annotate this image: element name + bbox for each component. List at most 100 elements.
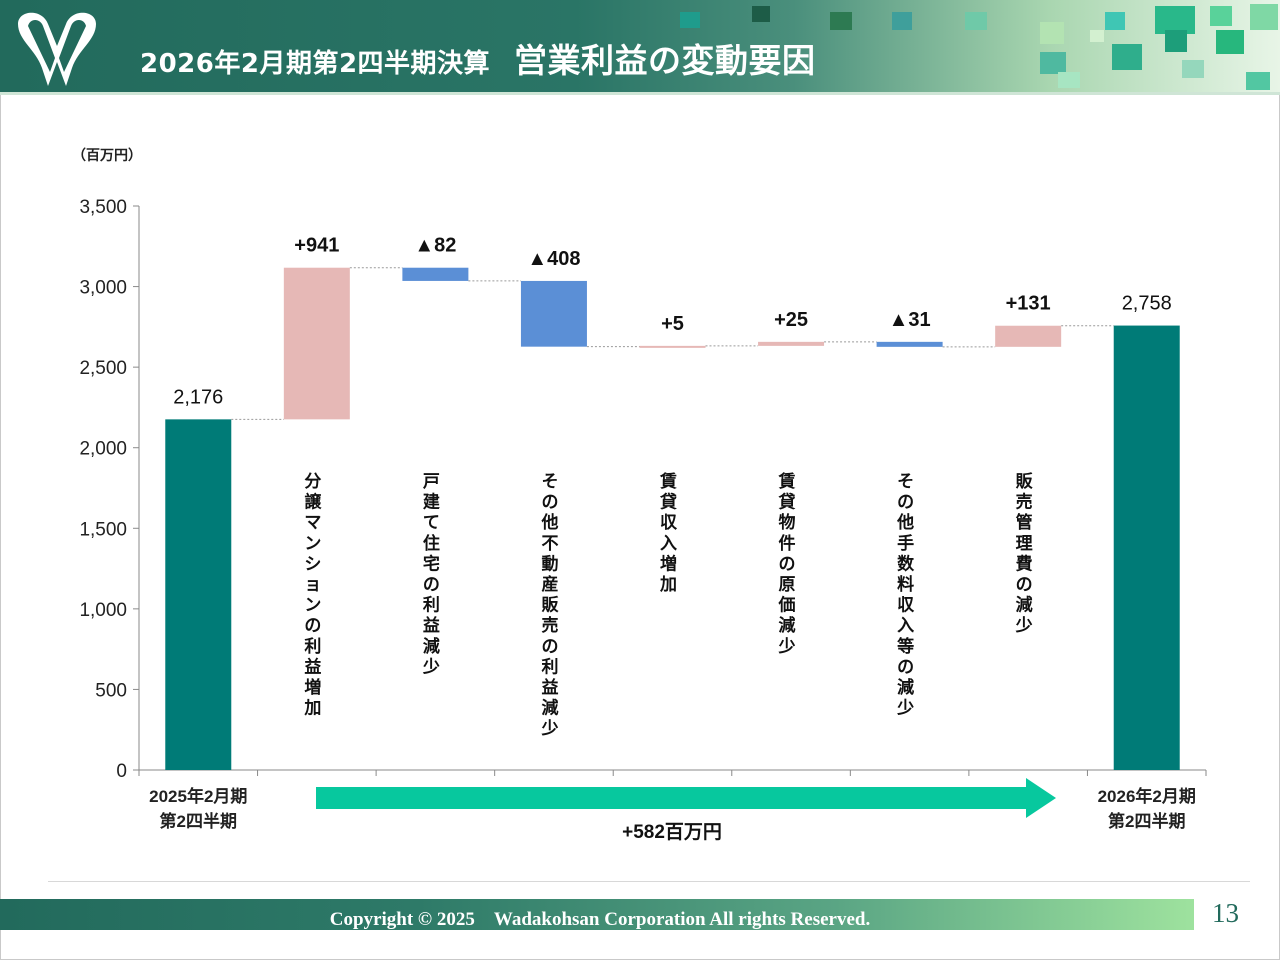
x-category-label-char: 加: [303, 699, 321, 718]
x-category-label-char: て: [423, 513, 440, 532]
wadakohsan-w-logo-icon: [12, 6, 102, 92]
x-category-label-char: 貸: [659, 492, 677, 512]
x-category-label-char: 件: [779, 533, 796, 553]
x-category-label-char: ン: [304, 596, 321, 615]
x-category-label-char: 益: [541, 677, 558, 697]
x-category-label-char: 増: [304, 677, 321, 697]
x-category-label-char: マ: [304, 513, 321, 532]
y-tick-label: 0: [116, 761, 127, 782]
x-category-label-char: 数: [897, 553, 915, 573]
x-category-label-char: 減: [541, 698, 558, 718]
y-tick-label: 3,000: [79, 278, 127, 299]
x-category-label: 2026年2月期: [1098, 786, 1196, 806]
data-label: +5: [661, 313, 684, 335]
x-category-label-char: 少: [540, 719, 558, 738]
x-category-label-char: 譲: [304, 492, 322, 512]
y-tick-label: 1,000: [79, 600, 127, 621]
y-tick-label: 500: [95, 680, 127, 701]
x-category-label-char: の: [1016, 575, 1033, 594]
unit-label: （百万円）: [72, 147, 142, 163]
x-category-label-char: の: [897, 657, 914, 676]
bar-decrease: [402, 267, 469, 281]
x-category-label-char: の: [897, 493, 914, 512]
x-category-label-char: 利: [423, 595, 440, 615]
data-label: 2,758: [1122, 293, 1172, 315]
x-category-label-char: の: [423, 575, 440, 594]
y-tick-label: 2,000: [79, 439, 127, 460]
x-category-label-char: 分: [304, 472, 321, 491]
x-category-label-char: の: [541, 637, 558, 656]
x-category-label-char: 不: [541, 534, 558, 553]
data-label: ▲82: [414, 235, 456, 257]
x-category-label-char: 戸: [423, 472, 440, 491]
x-category-label-char: 建: [423, 492, 440, 512]
y-tick-label: 2,500: [79, 358, 127, 379]
x-category-label-char: 利: [541, 656, 558, 676]
x-category-label-char: 少: [422, 657, 440, 676]
x-category-label-char: 等: [897, 636, 914, 656]
x-category-label-char: 益: [423, 615, 440, 635]
bar-increase: [758, 341, 825, 346]
x-category-label-char: そ: [541, 472, 558, 491]
x-category-label: 2025年2月期: [149, 786, 247, 806]
x-category-label-char: 加: [659, 575, 677, 594]
data-label: +941: [294, 235, 339, 257]
y-tick-label: 1,500: [79, 519, 127, 540]
x-category-label-char: 益: [304, 656, 321, 676]
bar-total: [1113, 325, 1180, 770]
page-title: 2026年2月期第2四半期決算 営業利益の変動要因: [140, 34, 816, 82]
x-category-label-char: 売: [541, 615, 558, 635]
bar-decrease: [520, 280, 587, 347]
x-category-label-char: 減: [897, 677, 914, 697]
x-category-label-char: 減: [779, 615, 796, 635]
page-title-period: 2026年2月期第2四半期決算: [140, 49, 491, 79]
bar-total: [165, 419, 232, 770]
x-category-label-char: シ: [304, 554, 321, 573]
x-category-label-char: 管: [1016, 512, 1033, 532]
x-category-label-char: 賃: [659, 471, 677, 491]
x-category-label-char: 減: [1016, 595, 1033, 615]
x-category-label-char: 少: [896, 699, 914, 718]
x-category-label-char: の: [304, 616, 321, 635]
x-category-label-char: 動: [541, 553, 558, 573]
page-number: 13: [1212, 898, 1239, 928]
x-category-label-char: そ: [897, 472, 914, 491]
x-category-label-char: 手: [897, 533, 914, 553]
copyright-text: Copyright © 2025 Wadakohsan Corporation …: [329, 909, 871, 930]
data-label: +131: [1006, 293, 1051, 315]
x-category-label-char: 入: [897, 616, 914, 635]
x-category-label-char: 販: [1016, 471, 1034, 491]
x-category-label-char: 賃: [778, 471, 796, 491]
x-category-label-char: 宅: [423, 553, 440, 573]
x-category-label-char: 理: [1016, 534, 1033, 553]
x-category-label-char: 売: [1016, 492, 1033, 512]
x-category-label-char: 他: [896, 512, 914, 532]
x-category-label-char: 少: [1015, 616, 1033, 635]
x-category-label-char: 住: [423, 533, 440, 553]
x-category-label-char: 価: [778, 595, 796, 615]
bar-increase: [995, 325, 1062, 347]
data-label: ▲408: [527, 248, 580, 270]
x-category-label-char: 減: [423, 636, 440, 656]
x-category-label-char: 料: [897, 574, 914, 594]
waterfall-chart: （百万円） 0 500 1,000 1,500 2,000 2,500 3,000 3,500 2…: [72, 147, 1207, 843]
x-category-label-char: 収: [660, 513, 678, 532]
x-category-label-char: 増: [660, 553, 677, 573]
x-category-label-char: 貸: [778, 492, 796, 512]
y-tick-label: 3,500: [79, 197, 127, 218]
x-category-label-char: ン: [304, 534, 321, 553]
x-category-label-char: 産: [541, 574, 558, 594]
x-category-label-char: の: [779, 554, 796, 573]
bar-increase: [283, 267, 350, 420]
x-category-label-char: 販: [541, 595, 559, 615]
x-category-label: 第2四半期: [160, 811, 237, 831]
x-category-label-char: 入: [660, 534, 677, 553]
footer-divider: [48, 881, 1250, 882]
footer-bar: [0, 899, 1194, 930]
bar-increase: [639, 345, 706, 348]
bar-decrease: [876, 341, 943, 347]
data-label: 2,176: [173, 386, 223, 408]
x-category-label-char: 物: [779, 512, 796, 532]
header-divider: [0, 92, 1280, 95]
x-category-label-char: 他: [540, 512, 558, 532]
